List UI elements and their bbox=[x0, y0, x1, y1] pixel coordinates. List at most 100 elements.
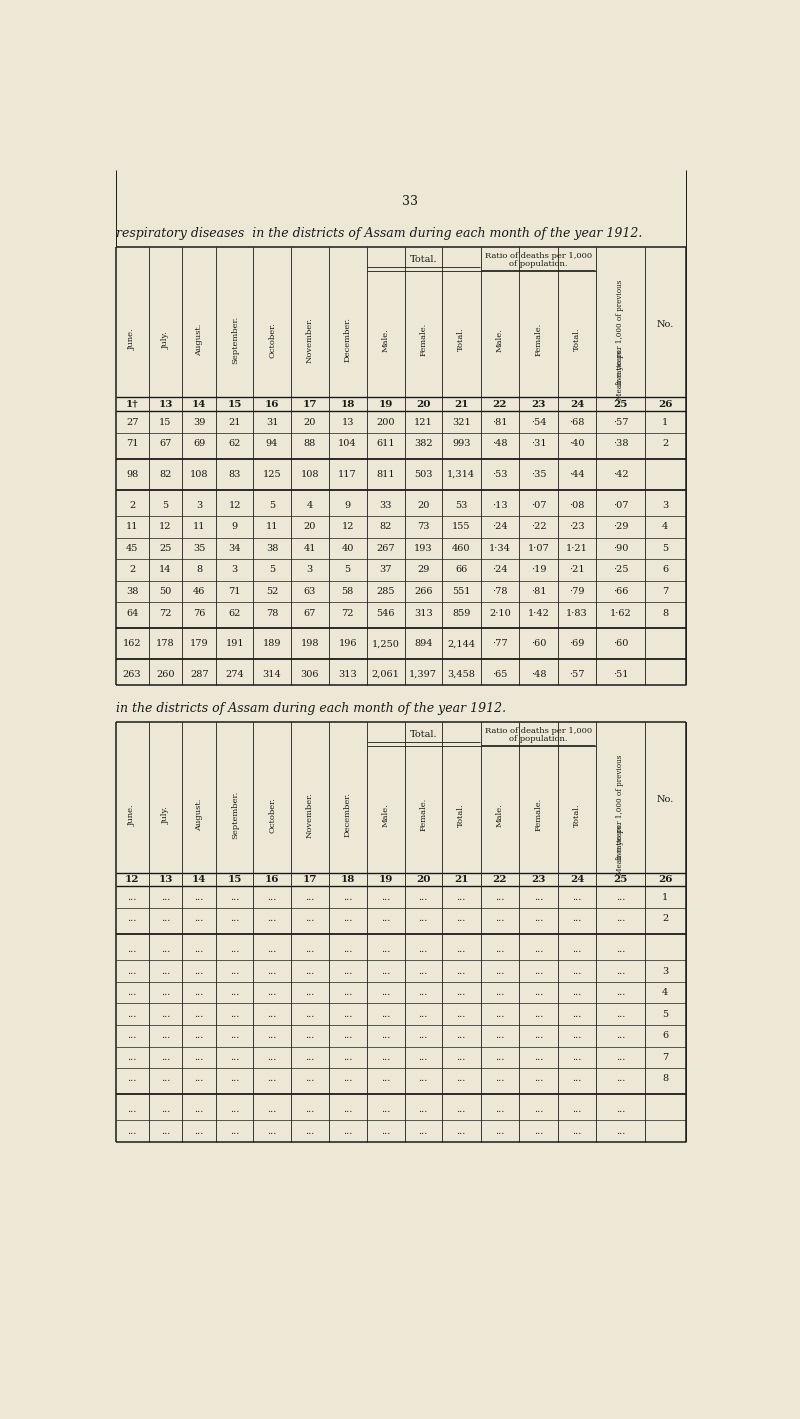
Text: ...: ... bbox=[127, 1032, 137, 1040]
Text: ...: ... bbox=[381, 1074, 390, 1083]
Text: 24: 24 bbox=[570, 876, 584, 884]
Text: June.: June. bbox=[128, 805, 136, 826]
Text: five years.: five years. bbox=[617, 348, 625, 386]
Text: 83: 83 bbox=[229, 470, 241, 480]
Text: 26: 26 bbox=[658, 400, 673, 409]
Text: December.: December. bbox=[344, 318, 352, 362]
Text: ...: ... bbox=[572, 914, 582, 924]
Text: ...: ... bbox=[572, 1010, 582, 1019]
Text: November.: November. bbox=[306, 792, 314, 837]
Text: 69: 69 bbox=[193, 438, 206, 448]
Text: 24: 24 bbox=[570, 400, 584, 409]
Text: ...: ... bbox=[127, 1074, 137, 1083]
Text: 31: 31 bbox=[266, 417, 278, 427]
Text: December.: December. bbox=[344, 792, 352, 837]
Text: 20: 20 bbox=[416, 400, 430, 409]
Text: November.: November. bbox=[306, 316, 314, 363]
Text: ...: ... bbox=[230, 1074, 239, 1083]
Text: 27: 27 bbox=[126, 417, 138, 427]
Text: ·65: ·65 bbox=[492, 670, 507, 680]
Text: ...: ... bbox=[161, 1032, 170, 1040]
Text: ...: ... bbox=[457, 988, 466, 998]
Text: Total.: Total. bbox=[573, 803, 581, 827]
Text: 64: 64 bbox=[126, 609, 138, 617]
Text: 21: 21 bbox=[454, 400, 469, 409]
Text: 321: 321 bbox=[452, 417, 470, 427]
Text: ...: ... bbox=[305, 914, 314, 924]
Text: 76: 76 bbox=[193, 609, 206, 617]
Text: 8: 8 bbox=[196, 565, 202, 575]
Text: ...: ... bbox=[230, 1105, 239, 1114]
Text: ...: ... bbox=[457, 1105, 466, 1114]
Text: 267: 267 bbox=[376, 543, 395, 553]
Text: ...: ... bbox=[381, 988, 390, 998]
Text: ·90: ·90 bbox=[613, 543, 628, 553]
Text: ·66: ·66 bbox=[613, 587, 628, 596]
Text: 193: 193 bbox=[414, 543, 433, 553]
Text: Total.: Total. bbox=[410, 731, 438, 739]
Text: 33: 33 bbox=[379, 501, 392, 509]
Text: 3: 3 bbox=[232, 565, 238, 575]
Text: ·79: ·79 bbox=[570, 587, 585, 596]
Text: ...: ... bbox=[305, 1053, 314, 1061]
Text: Mean ratio per 1,000 of previous: Mean ratio per 1,000 of previous bbox=[617, 755, 625, 876]
Text: Male.: Male. bbox=[496, 328, 504, 352]
Text: 313: 313 bbox=[338, 670, 357, 680]
Text: ...: ... bbox=[572, 966, 582, 976]
Text: 3: 3 bbox=[662, 501, 669, 509]
Text: ...: ... bbox=[230, 914, 239, 924]
Text: 4: 4 bbox=[662, 522, 669, 531]
Text: 155: 155 bbox=[452, 522, 470, 531]
Text: No.: No. bbox=[657, 795, 674, 805]
Text: ...: ... bbox=[343, 914, 352, 924]
Text: ...: ... bbox=[381, 1053, 390, 1061]
Text: ...: ... bbox=[161, 914, 170, 924]
Text: 19: 19 bbox=[378, 400, 393, 409]
Text: ...: ... bbox=[495, 945, 505, 954]
Text: 108: 108 bbox=[190, 470, 209, 480]
Text: 12: 12 bbox=[159, 522, 172, 531]
Text: ...: ... bbox=[534, 1053, 543, 1061]
Text: ...: ... bbox=[194, 988, 204, 998]
Text: 4: 4 bbox=[662, 988, 669, 998]
Text: 12: 12 bbox=[342, 522, 354, 531]
Text: ...: ... bbox=[343, 1105, 352, 1114]
Text: ...: ... bbox=[381, 914, 390, 924]
Text: 1·62: 1·62 bbox=[610, 609, 631, 617]
Text: ...: ... bbox=[381, 1032, 390, 1040]
Text: ...: ... bbox=[616, 893, 625, 901]
Text: 22: 22 bbox=[493, 876, 507, 884]
Text: ...: ... bbox=[267, 893, 277, 901]
Text: ...: ... bbox=[418, 1127, 428, 1135]
Text: ...: ... bbox=[495, 1074, 505, 1083]
Text: ...: ... bbox=[161, 893, 170, 901]
Text: 4: 4 bbox=[306, 501, 313, 509]
Text: ...: ... bbox=[194, 1127, 204, 1135]
Text: ...: ... bbox=[534, 1074, 543, 1083]
Text: 8: 8 bbox=[662, 1074, 669, 1083]
Text: 200: 200 bbox=[376, 417, 395, 427]
Text: 53: 53 bbox=[455, 501, 467, 509]
Text: ...: ... bbox=[534, 1010, 543, 1019]
Text: ...: ... bbox=[418, 1010, 428, 1019]
Text: ...: ... bbox=[267, 1105, 277, 1114]
Text: 11: 11 bbox=[266, 522, 278, 531]
Text: ·24: ·24 bbox=[492, 522, 508, 531]
Text: 8: 8 bbox=[662, 609, 669, 617]
Text: 811: 811 bbox=[376, 470, 395, 480]
Text: ...: ... bbox=[457, 1032, 466, 1040]
Text: 503: 503 bbox=[414, 470, 433, 480]
Text: ...: ... bbox=[343, 988, 352, 998]
Text: 5: 5 bbox=[662, 1010, 669, 1019]
Text: ...: ... bbox=[194, 1053, 204, 1061]
Text: 88: 88 bbox=[303, 438, 316, 448]
Text: 58: 58 bbox=[342, 587, 354, 596]
Text: ...: ... bbox=[343, 1127, 352, 1135]
Text: ·81: ·81 bbox=[492, 417, 508, 427]
Text: 9: 9 bbox=[232, 522, 238, 531]
Text: ...: ... bbox=[457, 893, 466, 901]
Text: 125: 125 bbox=[262, 470, 282, 480]
Text: Female.: Female. bbox=[534, 324, 542, 356]
Text: 20: 20 bbox=[416, 876, 430, 884]
Text: 287: 287 bbox=[190, 670, 209, 680]
